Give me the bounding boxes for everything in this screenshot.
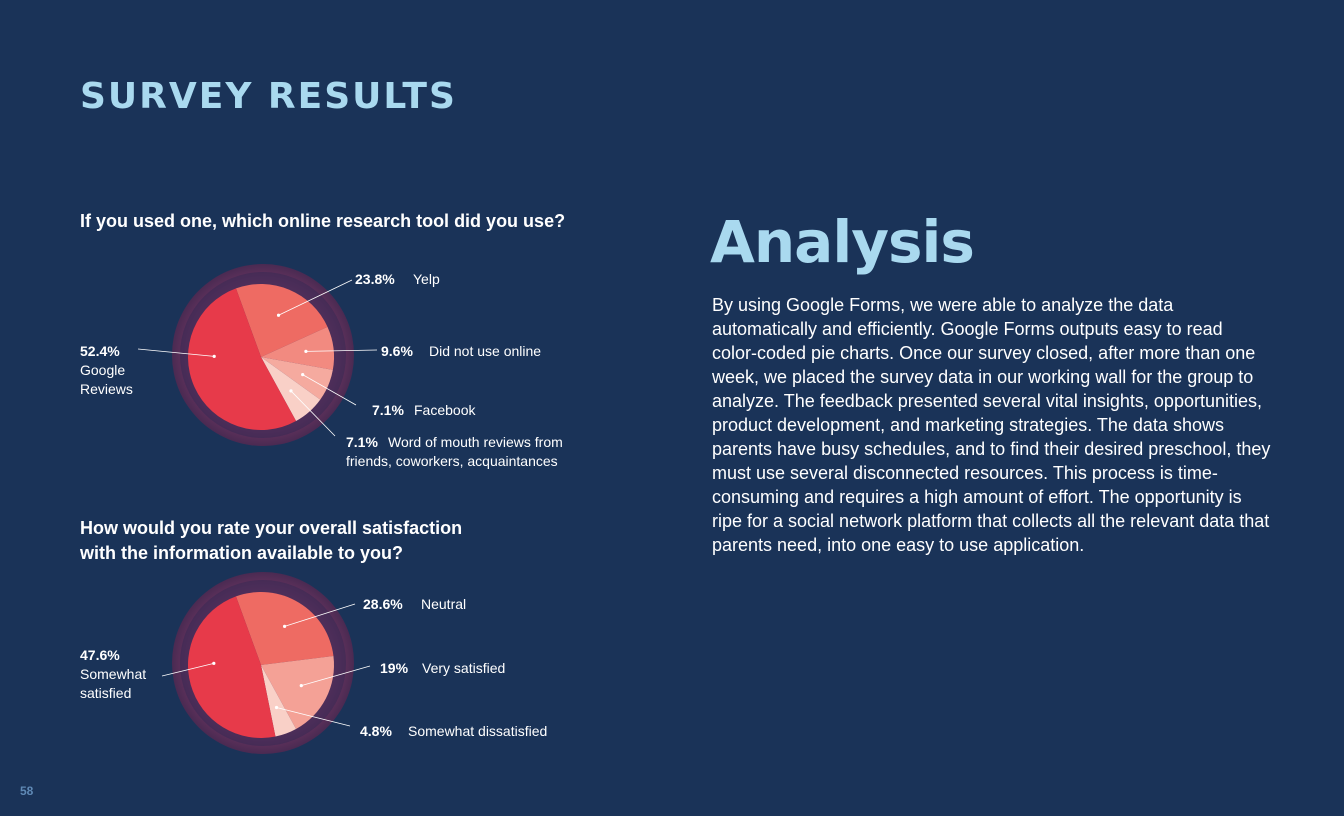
chart-2-question: How would you rate your overall satisfac… <box>80 518 463 563</box>
slice-label: Somewhat dissatisfied <box>408 723 547 739</box>
pie-slice <box>235 592 334 665</box>
leader-line <box>301 665 371 687</box>
slice-percent: 7.1% <box>346 434 378 450</box>
pie-slice <box>188 288 297 430</box>
leader-dot <box>299 684 303 688</box>
slice-label: Yelp <box>413 271 440 287</box>
page-number: 58 <box>20 784 34 798</box>
slice-label: Did not use online <box>429 343 541 359</box>
slice-percent: 7.1% <box>372 402 404 418</box>
pie-slice <box>235 283 328 357</box>
slice-label: Somewhat <box>80 666 146 682</box>
slice-label: Neutral <box>421 596 466 612</box>
pie-slice <box>261 326 334 370</box>
pie-slice <box>188 596 276 738</box>
section-title: SURVEY RESULTS <box>80 76 457 117</box>
leader-line <box>302 374 357 406</box>
leader-line <box>137 348 215 357</box>
slice-label: Google <box>80 362 125 378</box>
leader-line <box>284 603 356 627</box>
slice-percent: 23.8% <box>355 271 395 287</box>
pie-slice <box>261 655 335 730</box>
pie-slice <box>261 357 333 400</box>
pie-chart-2: 28.6% Neutral 19% Very satisfied 4.8% Somewha… <box>80 572 547 754</box>
slice-percent: 47.6% <box>80 647 120 663</box>
slice-percent: 4.8% <box>360 723 392 739</box>
chart-1-question: If you used one, which online research t… <box>80 211 566 231</box>
analysis-body: By using Google Forms, we were able to a… <box>712 295 1271 555</box>
leader-line <box>290 390 336 437</box>
slice-percent: 28.6% <box>363 596 403 612</box>
slice-percent: 19% <box>380 660 409 676</box>
analysis-title: Analysis <box>710 208 975 276</box>
pie-slice <box>261 665 297 737</box>
slice-label: Word of mouth reviews from <box>388 434 563 450</box>
leader-line <box>278 279 353 316</box>
pie-charts-group: 23.8% Yelp 9.6% Did not use online 7.1% Faceb… <box>80 264 563 754</box>
slice-label: satisfied <box>80 685 131 701</box>
pie-chart-1: 23.8% Yelp 9.6% Did not use online 7.1% Faceb… <box>80 264 563 469</box>
slice-percent: 52.4% <box>80 343 120 359</box>
slice-percent: 9.6% <box>381 343 413 359</box>
slice-label: Facebook <box>414 402 476 418</box>
leader-line <box>161 662 214 677</box>
slice-label: Very satisfied <box>422 660 505 676</box>
leader-line <box>305 349 378 352</box>
leader-dot <box>282 624 287 628</box>
leader-line <box>276 707 351 727</box>
slice-label: Reviews <box>80 381 133 397</box>
slice-label: friends, coworkers, acquaintances <box>346 453 558 469</box>
pie-slice <box>261 357 321 422</box>
